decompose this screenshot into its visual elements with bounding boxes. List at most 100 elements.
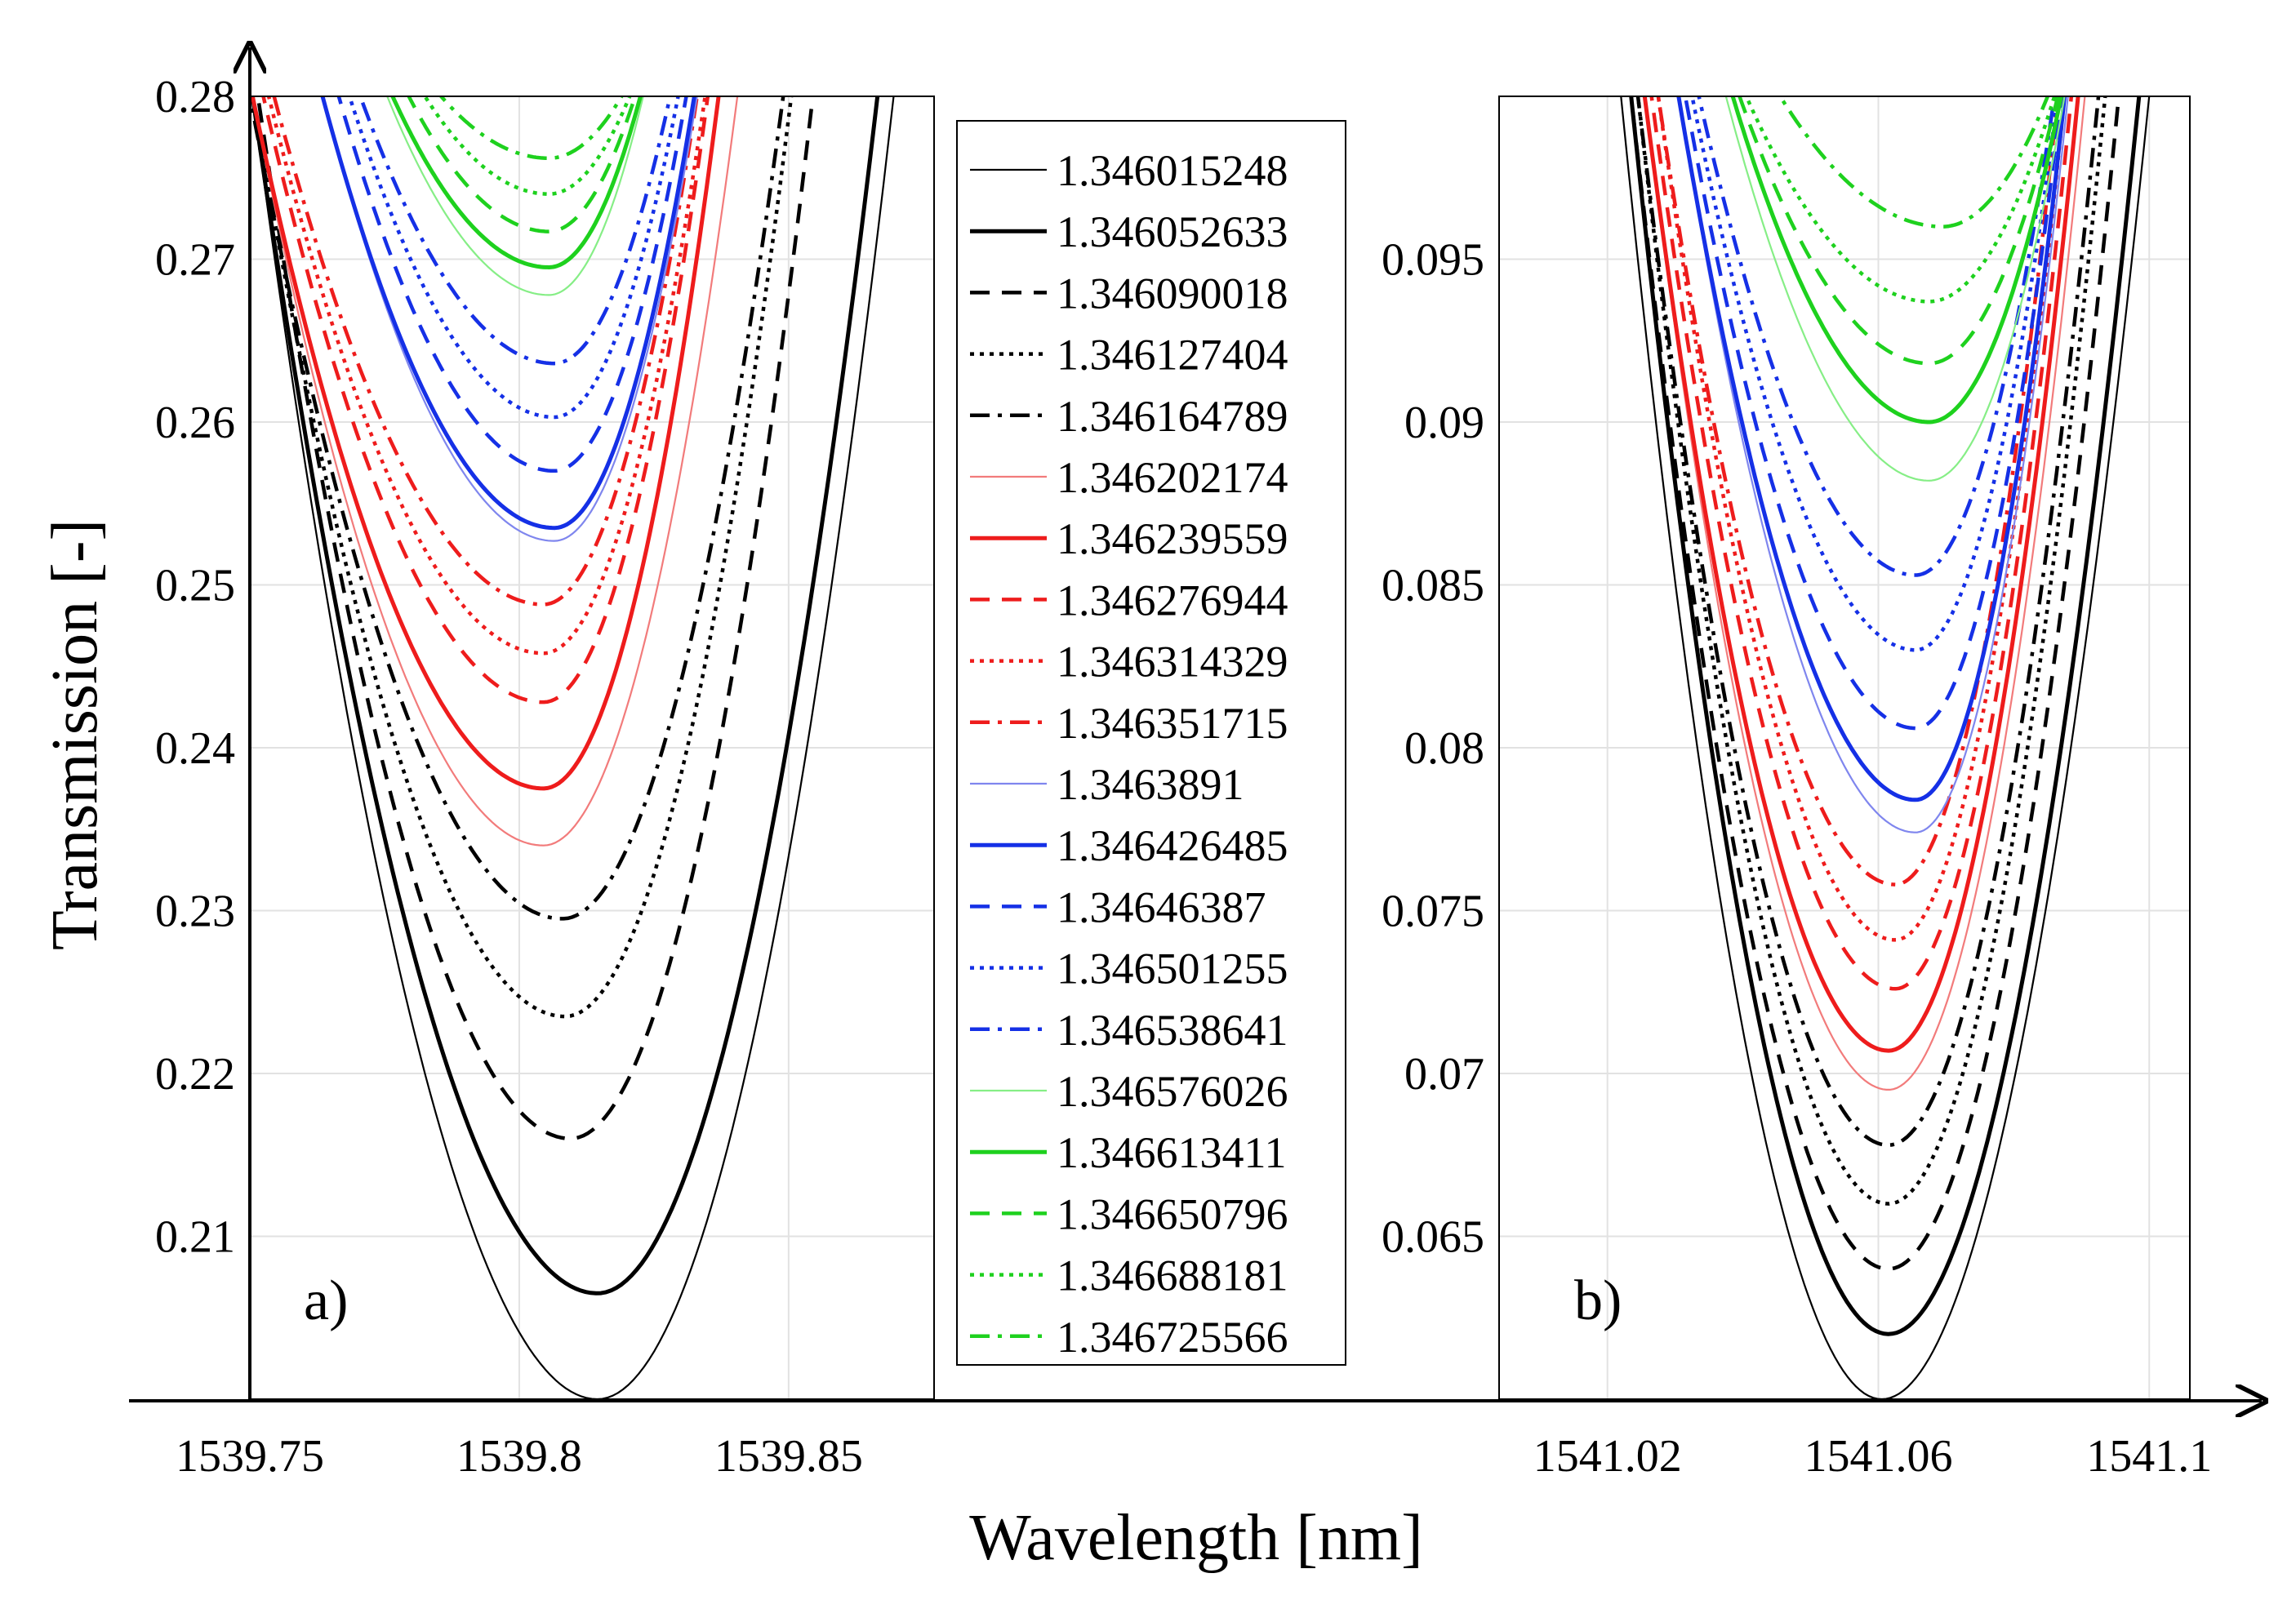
panel-a-curve-7 (250, 96, 721, 791)
panel-a-curve-14 (347, 96, 680, 420)
panel-b-curve-4 (1635, 96, 2107, 1206)
panel-b-curve-13 (1683, 96, 2063, 731)
panel-a-curve-5 (250, 96, 785, 921)
panel-a-curve-9 (266, 96, 707, 656)
panel-a-curve-8 (261, 96, 710, 704)
panel-b-curve-2 (1629, 96, 2142, 1336)
panel-b-label: b) (1574, 1269, 1622, 1332)
panel-a-y-tick-label: 0.22 (155, 1049, 235, 1100)
legend-item: 1.346426485 (970, 821, 1288, 870)
panel-b-y-tick-label: 0.08 (1404, 723, 1484, 774)
panel-b-y-tick-label: 0.095 (1382, 235, 1484, 286)
panel-b-y-tick-label: 0.09 (1404, 398, 1484, 448)
legend-item: 1.346538641 (970, 1006, 1288, 1055)
legend-label: 1.346090018 (1057, 269, 1288, 318)
panel-b-curve-18 (1738, 96, 2060, 366)
panel-a-curve-20 (438, 96, 624, 161)
panel-b-y-tick-label: 0.085 (1382, 561, 1484, 611)
legend-item: 1.346276944 (970, 576, 1288, 624)
legend-item: 1.34646387 (970, 882, 1266, 931)
panel-b-curves (1620, 96, 2151, 1399)
panel-a-x-tick-label: 1539.75 (176, 1431, 324, 1482)
panel-a-curve-19 (422, 96, 632, 196)
panel-b-curve-19 (1744, 96, 2057, 304)
legend-item: 1.3463891 (970, 760, 1244, 809)
panel-b-curve-10 (1656, 96, 2060, 887)
panel-a-curve-10 (272, 96, 699, 607)
panel-b-curve-20 (1778, 96, 2050, 229)
panel-b-x-ticks: 1541.02 1541.06 1541.1 (1533, 1431, 2213, 1482)
legend-item: 1.346127404 (970, 331, 1288, 380)
legend-label: 1.34646387 (1057, 882, 1266, 931)
legend-label: 1.346501255 (1057, 944, 1288, 993)
panel-a-curve-12 (320, 96, 696, 531)
panel-b-y-tick-label: 0.065 (1382, 1212, 1484, 1263)
legend-items: 1.346015248 1.346052633 1.346090018 1.34612… (970, 146, 1288, 1362)
panel-a-y-tick-label: 0.24 (155, 723, 235, 774)
legend-label: 1.346688181 (1057, 1251, 1288, 1300)
panel-a-y-ticks: 0.21 0.22 0.23 0.24 0.25 0.26 0.27 0.28 (155, 72, 235, 1263)
panel-b-curve-16 (1724, 96, 2066, 482)
legend-item: 1.346351715 (970, 699, 1288, 748)
panel-b-curve-8 (1649, 96, 2074, 991)
panel-b-y-ticks: 0.065 0.07 0.075 0.08 0.085 0.09 0.095 (1382, 235, 1484, 1263)
legend-label: 1.346725566 (1057, 1313, 1288, 1362)
legend-item: 1.346501255 (970, 944, 1288, 993)
panel-b-curve-7 (1642, 96, 2080, 1053)
legend-label: 1.346351715 (1057, 699, 1288, 748)
panel-b-x-tick-label: 1541.06 (1804, 1431, 1952, 1482)
legend-label: 1.3463891 (1057, 760, 1244, 809)
y-axis-label: Transmission [-] (39, 519, 111, 950)
legend-item: 1.346090018 (970, 269, 1288, 318)
legend-label: 1.346314329 (1057, 638, 1288, 687)
panel-a-y-tick-label: 0.23 (155, 887, 235, 937)
panel-a-curve-1 (251, 96, 895, 1399)
legend-item: 1.346725566 (970, 1313, 1288, 1362)
legend-label: 1.346650796 (1057, 1189, 1288, 1238)
legend-label: 1.346613411 (1057, 1128, 1287, 1177)
panel-b-x-tick-label: 1541.02 (1533, 1431, 1682, 1482)
panel-a-x-tick-label: 1539.85 (714, 1431, 863, 1482)
panel-a-y-tick-label: 0.25 (155, 561, 235, 611)
legend-item: 1.346650796 (970, 1189, 1288, 1238)
panel-b-grid (1499, 96, 2190, 1399)
panel-b-y-tick-label: 0.07 (1404, 1049, 1484, 1100)
panel-a: 0.21 0.22 0.23 0.24 0.25 0.26 0.27 0.28 1539.75… (155, 72, 935, 1482)
panel-a-grid (249, 96, 934, 1399)
panel-b-curve-14 (1690, 96, 2060, 652)
panel-b-y-tick-label: 0.075 (1382, 887, 1484, 937)
panel-a-y-tick-label: 0.27 (155, 235, 235, 286)
legend-item: 1.346202174 (970, 453, 1288, 502)
legend-label: 1.346052633 (1057, 207, 1288, 256)
panel-a-y-tick-label: 0.28 (155, 72, 235, 122)
legend-box (956, 120, 1346, 1366)
legend-label: 1.346015248 (1057, 146, 1288, 195)
legend-item: 1.346314329 (970, 638, 1288, 687)
legend-item: 1.346164789 (970, 392, 1288, 441)
legend: 1.346015248 1.346052633 1.346090018 1.34612… (956, 120, 1346, 1366)
panel-a-x-tick-label: 1539.8 (456, 1431, 582, 1482)
legend-label: 1.346164789 (1057, 392, 1288, 441)
panel-a-y-tick-label: 0.26 (155, 398, 235, 448)
panel-a-label: a) (304, 1269, 348, 1332)
legend-label: 1.346127404 (1057, 331, 1288, 380)
panel-a-curve-18 (407, 96, 638, 233)
legend-label: 1.346426485 (1057, 821, 1288, 870)
panel-a-curve-2 (250, 96, 880, 1296)
panel-a-curve-16 (386, 96, 644, 296)
legend-label: 1.346538641 (1057, 1006, 1288, 1055)
legend-item: 1.346688181 (970, 1251, 1288, 1300)
panel-a-curve-3 (256, 96, 815, 1141)
panel-b: 0.065 0.07 0.075 0.08 0.085 0.09 0.095 1541.02… (1382, 96, 2213, 1482)
panel-a-curve-13 (336, 96, 688, 473)
panel-a-x-ticks: 1539.75 1539.8 1539.85 (176, 1431, 863, 1482)
panel-b-x-tick-label: 1541.1 (2086, 1431, 2212, 1482)
legend-label: 1.346239559 (1057, 514, 1288, 563)
panel-b-curve-5 (1635, 96, 2101, 1148)
legend-item: 1.346052633 (970, 207, 1288, 256)
panel-b-curve-17 (1730, 96, 2063, 424)
legend-label: 1.346202174 (1057, 453, 1288, 502)
legend-item: 1.346015248 (970, 146, 1288, 195)
legend-item: 1.346576026 (970, 1067, 1288, 1116)
